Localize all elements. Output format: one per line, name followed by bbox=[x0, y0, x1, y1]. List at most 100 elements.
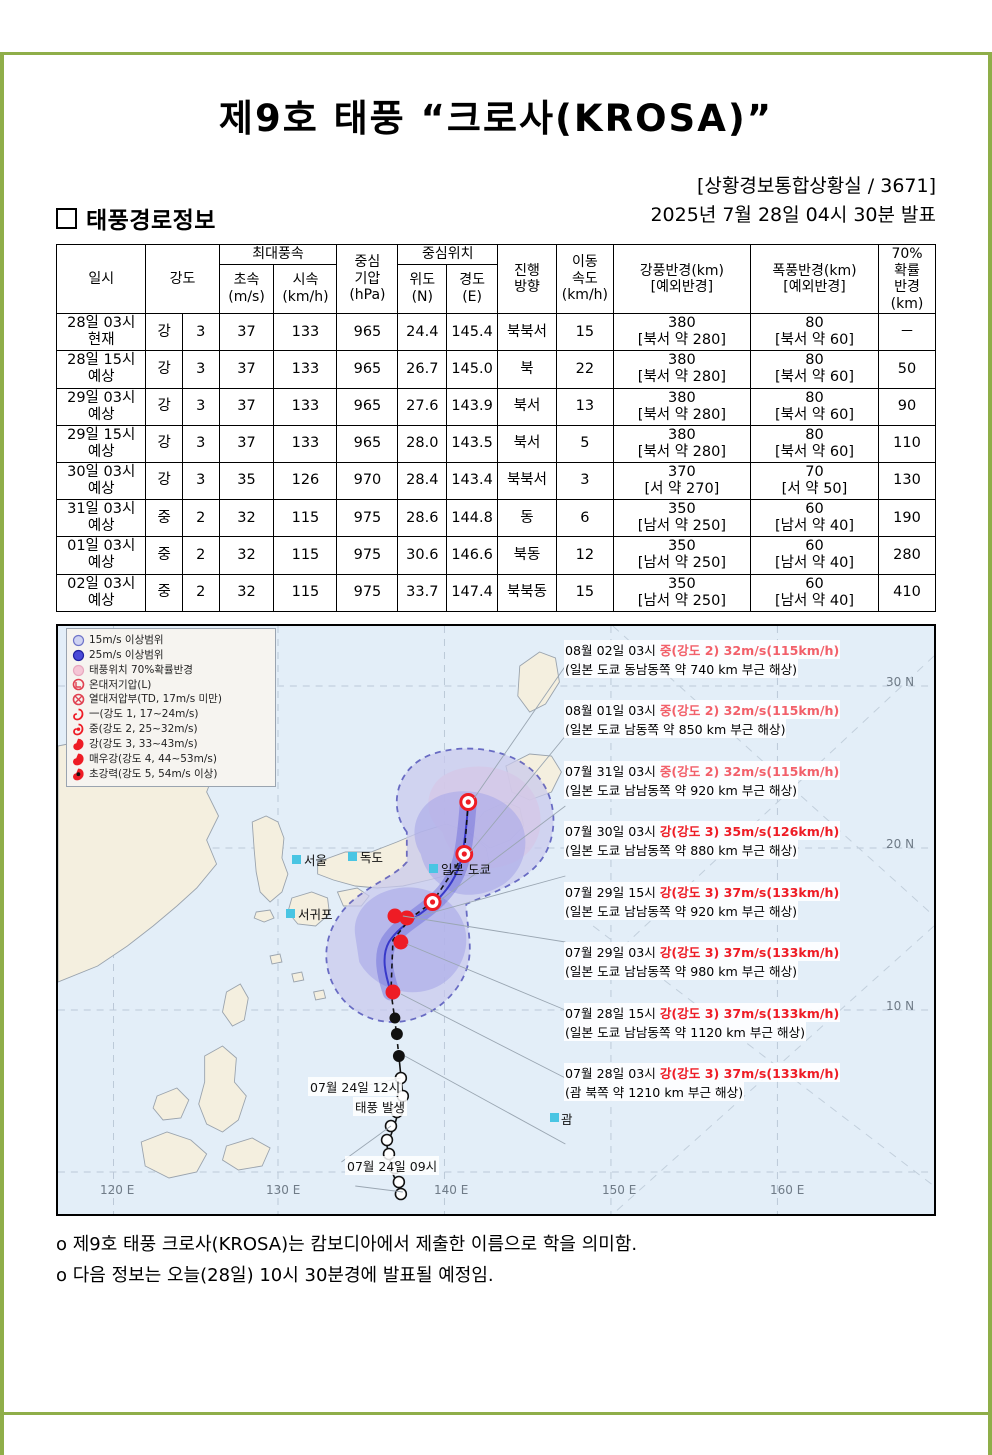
cell-wind-ms: 37 bbox=[218, 350, 275, 389]
cell-longitude: 146.6 bbox=[446, 536, 498, 575]
genesis-time-label: 07월 24일 12시 bbox=[308, 1076, 403, 1096]
annotation-location: (일본 도쿄 남남동쪽 약 920 km 부근 해상) bbox=[564, 900, 799, 920]
map-annotation: 07월 29일 15시 강(강도 3) 37m/s(133km/h)(일본 도쿄… bbox=[564, 881, 894, 920]
annotation-intensity: 강(강도 3) 37m/s(133km/h) bbox=[659, 884, 840, 900]
cell-intensity-num: 2 bbox=[182, 573, 220, 612]
section-header-row: 태풍경로정보 bbox=[56, 201, 936, 235]
genesis-text-label: 태풍 발생 bbox=[353, 1096, 407, 1116]
cell-gale-radius: 380 [북서 약 280] bbox=[612, 387, 751, 426]
city-label-seogwipo: 서귀포 bbox=[298, 906, 333, 922]
cell-direction: 동 bbox=[496, 499, 557, 538]
cell-intensity-num: 2 bbox=[182, 536, 220, 575]
th-intensity: 강도 bbox=[145, 243, 220, 315]
cell-direction: 북동 bbox=[496, 536, 557, 575]
cell-probability-radius: 50 bbox=[878, 350, 936, 389]
legend-item-5: 一(강도 1, 17~24m/s) bbox=[72, 707, 270, 722]
cell-datetime: 02일 03시 예상 bbox=[55, 573, 147, 612]
circle-light-blue-icon bbox=[72, 634, 85, 647]
cell-speed: 12 bbox=[555, 536, 614, 575]
legend-item-9: 초강력(강도 5, 54m/s 이상) bbox=[72, 767, 270, 782]
cell-probability-radius: 110 bbox=[878, 424, 936, 463]
cell-wind-ms: 37 bbox=[218, 313, 275, 352]
typhoon-level5-icon bbox=[72, 768, 85, 781]
map-graphic bbox=[58, 625, 934, 1214]
cell-direction: 북북동 bbox=[496, 573, 557, 612]
cell-direction: 북서 bbox=[496, 387, 557, 426]
cell-longitude: 143.4 bbox=[446, 461, 498, 501]
cell-intensity-name: 중 bbox=[145, 536, 183, 575]
map-legend: 15m/s 이상범위 25m/s 이상범위 태풍위치 70%확률반경 bbox=[66, 627, 276, 787]
annotation-headline: 07월 28일 15시 강(강도 3) 37m/s(133km/h) bbox=[564, 1002, 841, 1022]
map-annotation: 07월 31일 03시 중(강도 2) 32m/s(115km/h)(일본 도쿄… bbox=[564, 760, 894, 799]
cell-wind-ms: 35 bbox=[218, 461, 275, 501]
lon-label-150e: 150 E bbox=[602, 1182, 637, 1197]
legend-label: 온대저기압(L) bbox=[89, 678, 152, 691]
lon-label-130e: 130 E bbox=[266, 1182, 301, 1197]
map-annotations: 08월 02일 03시 중(강도 2) 32m/s(115km/h) (일본 도쿄… bbox=[564, 639, 894, 1124]
th-direction: 진행 방향 bbox=[496, 243, 557, 315]
cell-intensity-name: 강 bbox=[145, 424, 183, 463]
table-row: 31일 03시 예상 중 2 32 115 975 28.6 144.8 동 6 350 [남서 약 2… bbox=[55, 499, 936, 538]
cell-latitude: 33.7 bbox=[397, 573, 448, 612]
cell-datetime: 29일 03시 예상 bbox=[55, 387, 147, 426]
cell-wind-ms: 32 bbox=[218, 536, 275, 575]
lat-label-20n: 20 N bbox=[886, 836, 915, 851]
bottom-divider bbox=[4, 1412, 988, 1415]
cell-intensity-num: 2 bbox=[182, 499, 220, 538]
annotation-location: (일본 도쿄 남남동쪽 약 880 km 부근 해상) bbox=[564, 840, 799, 860]
typhoon-track-map[interactable]: 15m/s 이상범위 25m/s 이상범위 태풍위치 70%확률반경 bbox=[56, 623, 936, 1216]
legend-item-7: 강(강도 3, 33~43m/s) bbox=[72, 737, 270, 752]
legend-label: 중(강도 2, 25~32m/s) bbox=[89, 723, 198, 736]
annotation-headline: 07월 31일 03시 중(강도 2) 32m/s(115km/h) bbox=[564, 760, 841, 780]
issue-time: 2025년 7월 28일 04시 30분 발표 bbox=[650, 203, 936, 226]
circle-blue-icon bbox=[72, 649, 85, 662]
typhoon-level3-icon bbox=[72, 738, 85, 751]
th-pressure: 중심 기압 (hPa) bbox=[336, 243, 399, 315]
cell-intensity-name: 강 bbox=[145, 387, 183, 426]
map-annotation: 08월 01일 03시 중(강도 2) 32m/s(115km/h)(일본 도쿄… bbox=[564, 700, 894, 739]
cell-storm-radius: 80 [북서 약 60] bbox=[749, 313, 880, 352]
cell-speed: 5 bbox=[555, 424, 614, 463]
annotation-datetime: 07월 30일 03시 bbox=[565, 824, 660, 840]
legend-item-2: 태풍위치 70%확률반경 bbox=[72, 663, 270, 678]
cell-longitude: 145.0 bbox=[446, 350, 498, 389]
city-dot-seogwipo bbox=[286, 908, 295, 918]
city-dot-seoul bbox=[292, 854, 301, 864]
annotation-intensity: 강(강도 3) 37m/s(133km/h) bbox=[659, 1005, 840, 1021]
cell-longitude: 147.4 bbox=[446, 573, 498, 612]
circle-pink-icon bbox=[72, 664, 85, 677]
legend-label: 초강력(강도 5, 54m/s 이상) bbox=[89, 767, 218, 780]
annotation-datetime: 07월 31일 03시 bbox=[565, 763, 660, 779]
annotation-intensity: 강(강도 3) 35m/s(126km/h) bbox=[659, 824, 840, 840]
cell-gale-radius: 350 [남서 약 250] bbox=[612, 536, 751, 575]
cell-gale-radius: 380 [북서 약 280] bbox=[612, 350, 751, 389]
cell-gale-radius: 370 [서 약 270] bbox=[612, 461, 751, 501]
cell-storm-radius: 70 [서 약 50] bbox=[749, 461, 880, 501]
lat-label-10n: 10 N bbox=[886, 998, 915, 1013]
annotation-headline: 08월 02일 03시 중(강도 2) 32m/s(115km/h) bbox=[564, 639, 841, 659]
cell-pressure: 975 bbox=[336, 573, 399, 612]
th-wind-kmh: 시속 (km/h) bbox=[273, 263, 338, 315]
cell-storm-radius: 60 [남서 약 40] bbox=[749, 499, 880, 538]
cell-wind-kmh: 133 bbox=[273, 350, 338, 389]
city-label-tokyo: 일본 도쿄 bbox=[441, 861, 491, 877]
cell-intensity-num: 3 bbox=[182, 350, 220, 389]
cell-probability-radius: 130 bbox=[878, 461, 936, 501]
cell-storm-radius: 60 [남서 약 40] bbox=[749, 536, 880, 575]
legend-item-0: 15m/s 이상범위 bbox=[72, 633, 270, 648]
cell-storm-radius: 80 [북서 약 60] bbox=[749, 387, 880, 426]
cell-direction: 북북서 bbox=[496, 313, 557, 352]
cell-speed: 15 bbox=[555, 573, 614, 612]
annotation-location: (일본 도쿄 남남동쪽 약 920 km 부근 해상) bbox=[564, 779, 799, 799]
cell-latitude: 30.6 bbox=[397, 536, 448, 575]
map-annotation: 07월 28일 15시 강(강도 3) 37m/s(133km/h)(일본 도쿄… bbox=[564, 1002, 894, 1041]
city-label-dokdo: 독도 bbox=[360, 849, 384, 865]
cell-latitude: 28.4 bbox=[397, 461, 448, 501]
table-header-row-1: 일시 강도 최대풍속 중심 기압 (hPa) 중심위치 진행 방향 이동 bbox=[55, 243, 936, 315]
annotation-location: (일본 도쿄 남남동쪽 약 1120 km 부근 해상) bbox=[564, 1021, 807, 1041]
annotation-intensity: 중(강도 2) 32m/s(115km/h) bbox=[659, 763, 840, 779]
annotation-intensity: 강(강도 3) 37m/s(133km/h) bbox=[659, 945, 840, 961]
cell-speed: 13 bbox=[555, 387, 614, 426]
annotation-headline: 07월 28일 03시 강(강도 3) 37m/s(133km/h) bbox=[564, 1063, 841, 1083]
checkbox-icon[interactable] bbox=[56, 207, 77, 229]
